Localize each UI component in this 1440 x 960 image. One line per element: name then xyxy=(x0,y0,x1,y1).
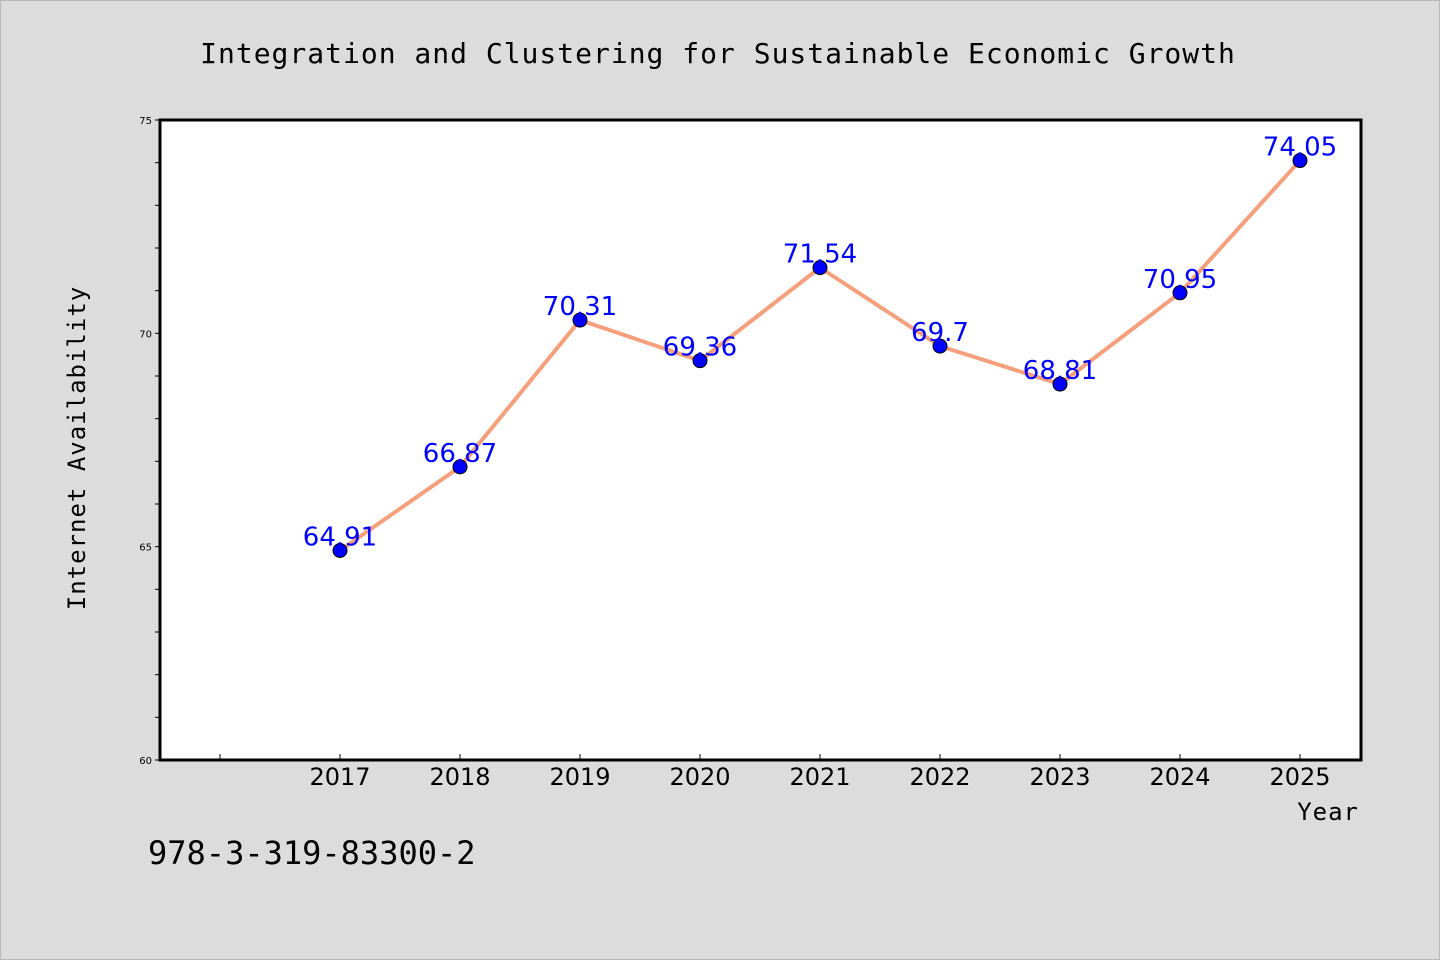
data-label: 69.36 xyxy=(663,333,737,363)
data-point xyxy=(452,459,468,475)
x-tick-label: 2024 xyxy=(1149,763,1210,791)
y-tick-labels: 60 65 70 75 xyxy=(139,116,152,767)
x-tick-label: 2025 xyxy=(1269,763,1330,791)
x-tick-label: 2023 xyxy=(1029,763,1090,791)
data-point xyxy=(572,312,588,328)
x-tick-label: 2017 xyxy=(309,763,370,791)
x-tick-label: 2018 xyxy=(429,763,490,791)
y-axis-label: Internet Availability xyxy=(63,286,91,610)
x-ticks xyxy=(219,754,1301,760)
data-label: 66.87 xyxy=(423,439,497,469)
data-label: 64.91 xyxy=(303,523,377,553)
data-point xyxy=(332,543,348,559)
data-label: 69.7 xyxy=(911,318,969,348)
x-tick-label: 2022 xyxy=(909,763,970,791)
x-axis-label: Year xyxy=(1297,798,1359,826)
data-point xyxy=(1172,285,1188,301)
y-minor-ticks xyxy=(155,119,160,761)
y-tick-label: 70 xyxy=(139,329,152,340)
data-point xyxy=(692,353,708,369)
y-tick-label: 75 xyxy=(139,116,152,127)
data-point xyxy=(812,260,828,276)
y-tick-label: 60 xyxy=(139,756,152,767)
data-label: 68.81 xyxy=(1023,356,1097,386)
data-label: 70.31 xyxy=(543,292,617,322)
data-label: 74.05 xyxy=(1263,133,1337,163)
data-labels: 64.91 66.87 70.31 69.36 71.54 69.7 68.81 70.95 7… xyxy=(303,133,1337,553)
plot-area xyxy=(158,118,1363,762)
x-tick-label: 2019 xyxy=(549,763,610,791)
chart-title: Integration and Clustering for Sustainab… xyxy=(200,37,1236,70)
isbn-text: 978-3-319-83300-2 xyxy=(148,834,476,872)
x-tick-label: 2021 xyxy=(789,763,850,791)
y-tick-label: 65 xyxy=(139,543,152,554)
x-tick-label: 2020 xyxy=(669,763,730,791)
data-label: 71.54 xyxy=(783,240,857,270)
x-tick-labels: 2017 2018 2019 2020 2021 2022 2023 2024 2025 xyxy=(309,763,1330,791)
data-point xyxy=(1052,376,1068,392)
data-point xyxy=(932,338,948,354)
data-point xyxy=(1292,153,1308,169)
data-label: 70.95 xyxy=(1143,265,1217,295)
data-markers xyxy=(332,153,1308,559)
